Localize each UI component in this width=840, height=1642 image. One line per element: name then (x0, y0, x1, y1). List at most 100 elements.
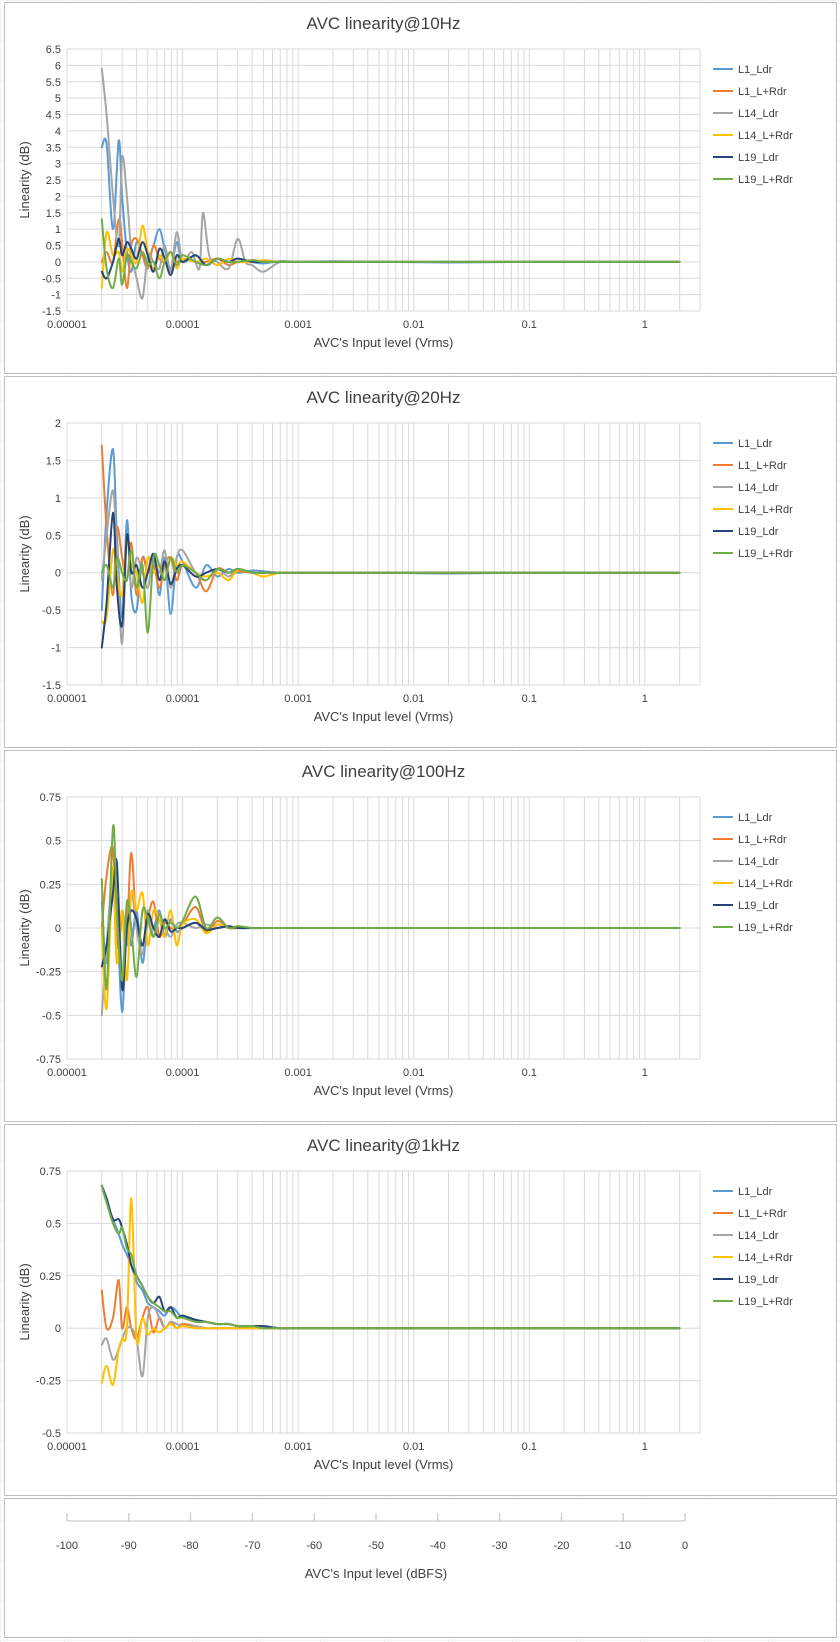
series-line-l19-ldr (100, 858, 681, 992)
gridlines (66, 48, 701, 312)
y-tick-label: -0.25 (36, 967, 61, 979)
x-tick-label: 1 (642, 1067, 648, 1079)
series-line-l19-l-rdr (100, 1184, 681, 1330)
y-tick-label: 5.5 (46, 77, 61, 89)
dbfs-tick-label: -60 (306, 1540, 322, 1552)
y-tick-label: -0.5 (42, 605, 61, 617)
y-tick-label: 2.5 (46, 175, 61, 187)
legend-label: L19_L+Rdr (738, 1296, 793, 1308)
y-tick-label: 2 (55, 191, 61, 203)
x-tick-label: 0.01 (403, 693, 424, 705)
x-axis-label: AVC's Input level (Vrms) (314, 1083, 454, 1098)
y-tick-label: 0.5 (46, 241, 61, 253)
legend: L1_Ldr L1_L+Rdr L14_Ldr L14_L+Rdr L19_Ldr L19… (713, 812, 793, 934)
dbfs-tick-label: -100 (56, 1540, 78, 1552)
legend: L1_Ldr L1_L+Rdr L14_Ldr L14_L+Rdr L19_Ldr L19… (713, 64, 793, 186)
series-line-l14-l-rdr (100, 1197, 681, 1386)
x-tick-label: 0.001 (284, 693, 312, 705)
y-tick-label: -1.5 (42, 306, 61, 318)
legend-label: L1_L+Rdr (738, 460, 787, 472)
chart-panel-20hz[interactable]: 2 1.5 1 0.5 0 -0.5 -1 -1.5 0.00001 0.0001 0.001 0.0… (4, 376, 837, 748)
chart-title: AVC linearity@1kHz (307, 1136, 460, 1155)
legend-label: L14_Ldr (738, 856, 779, 868)
chart-panel-100hz[interactable]: 0.75 0.5 0.25 0 -0.25 -0.5 -0.75 0.00001 0.0001 0… (4, 750, 837, 1122)
x-tick-label: 1 (642, 1441, 648, 1453)
x-tick-label: 0.01 (403, 319, 424, 331)
series-line-l14-l-rdr (100, 865, 681, 1011)
y-tick-label: -1.5 (42, 680, 61, 692)
dbfs-tick-label: 0 (682, 1540, 688, 1552)
y-tick-label: 1 (55, 224, 61, 236)
y-tick-label: 1.5 (46, 208, 61, 220)
chart-1khz: 0.75 0.5 0.25 0 -0.25 -0.50.00001 0.0001 0.001 0… (17, 1136, 793, 1472)
legend-label: L19_Ldr (738, 1274, 779, 1286)
dbfs-tick-label: -80 (183, 1540, 199, 1552)
chart-title: AVC linearity@10Hz (307, 14, 461, 33)
chart-title: AVC linearity@20Hz (307, 388, 461, 407)
x-axis-label: AVC's Input level (Vrms) (314, 335, 454, 350)
legend-label: L19_L+Rdr (738, 548, 793, 560)
y-tick-label: -0.25 (36, 1376, 61, 1388)
legend-label: L19_Ldr (738, 900, 779, 912)
y-tick-label: 6.5 (46, 44, 61, 56)
x-tick-label: 1 (642, 693, 648, 705)
dbfs-tick-label: -90 (121, 1540, 137, 1552)
y-tick-label: 4 (55, 126, 61, 138)
y-tick-label: -1 (51, 290, 61, 302)
y-tick-label: 0 (55, 257, 61, 269)
legend-label: L1_L+Rdr (738, 834, 787, 846)
chart-panel-1khz[interactable]: 0.75 0.5 0.25 0 -0.25 -0.5 0.00001 0.0001 0.001 0… (4, 1124, 837, 1496)
x-tick-label: 0.01 (403, 1067, 424, 1079)
x-tick-label: 0.0001 (166, 1067, 200, 1079)
x-tick-label: 0.0001 (166, 319, 200, 331)
y-tick-label: 5 (55, 93, 61, 105)
series-line-l1-ldr (100, 1184, 681, 1330)
legend-label: L19_Ldr (738, 152, 779, 164)
y-tick-label: 0.5 (46, 530, 61, 542)
y-tick-label: -0.5 (42, 1428, 61, 1440)
dbfs-tick-label: -20 (553, 1540, 569, 1552)
chart-title: AVC linearity@100Hz (302, 762, 465, 781)
dbfs-tick-label: -70 (244, 1540, 260, 1552)
y-tick-label: 1 (55, 493, 61, 505)
series-line-l1-l-rdr (100, 845, 681, 949)
x-tick-label: 1 (642, 319, 648, 331)
x-tick-label: 0.1 (522, 1441, 537, 1453)
chart-10hz: 6.565.554.543.532.521.510.50-0.5-1-1.50.… (17, 14, 793, 350)
x-tick-label: 0.00001 (47, 693, 87, 705)
x-tick-label: 0.00001 (47, 1441, 87, 1453)
legend: L1_Ldr L1_L+Rdr L14_Ldr L14_L+Rdr L19_Ldr L19… (713, 438, 793, 560)
y-tick-label: 0.25 (40, 1271, 61, 1283)
legend-label: L14_L+Rdr (738, 1252, 793, 1264)
y-tick-label: 3 (55, 159, 61, 171)
y-tick-label: 0.75 (40, 792, 61, 804)
y-axis-label: Linearity (dB) (17, 889, 32, 966)
y-tick-label: 3.5 (46, 142, 61, 154)
legend-label: L1_Ldr (738, 438, 773, 450)
dbfs-tick-label: -10 (615, 1540, 631, 1552)
x-axis-label: AVC's Input level (Vrms) (314, 709, 454, 724)
series-lines (100, 444, 681, 649)
legend-label: L14_L+Rdr (738, 878, 793, 890)
series-line-l1-ldr (100, 137, 681, 273)
legend-label: L14_Ldr (738, 108, 779, 120)
x-tick-label: 0.1 (522, 319, 537, 331)
y-axis-label: Linearity (dB) (17, 515, 32, 592)
legend-label: L1_L+Rdr (738, 86, 787, 98)
x-tick-label: 0.01 (403, 1441, 424, 1453)
chart-panel-10hz[interactable]: 6.5 6 5.5 5 4.5 4 3.5 3 2.5 2 1.5 1 0.5 0 -0.5 -1 -1.5 0.… (4, 2, 837, 374)
y-axis-label: Linearity (dB) (17, 141, 32, 218)
chart-20hz: 2 1.5 1 0.5 0 -0.5 -1 -1.50.00001 0.0001 0.001 0.0… (17, 388, 793, 724)
x-tick-label: 0.001 (284, 319, 312, 331)
legend-label: L1_Ldr (738, 64, 773, 76)
legend-label: L19_Ldr (738, 526, 779, 538)
y-tick-label: 2 (55, 418, 61, 430)
x-tick-label: 0.00001 (47, 319, 87, 331)
dbfs-axis-panel[interactable]: -100 -90 -80 -70 -60 -50 -40 -30 -20 -10 0 AVC's In… (4, 1498, 837, 1638)
series-line-l1-ldr (100, 872, 681, 1013)
legend-label: L14_L+Rdr (738, 504, 793, 516)
dbfs-axis-label: AVC's Input level (dBFS) (305, 1566, 447, 1581)
series-line-l19-l-rdr (100, 218, 681, 290)
series-line-l19-l-rdr (100, 549, 681, 634)
